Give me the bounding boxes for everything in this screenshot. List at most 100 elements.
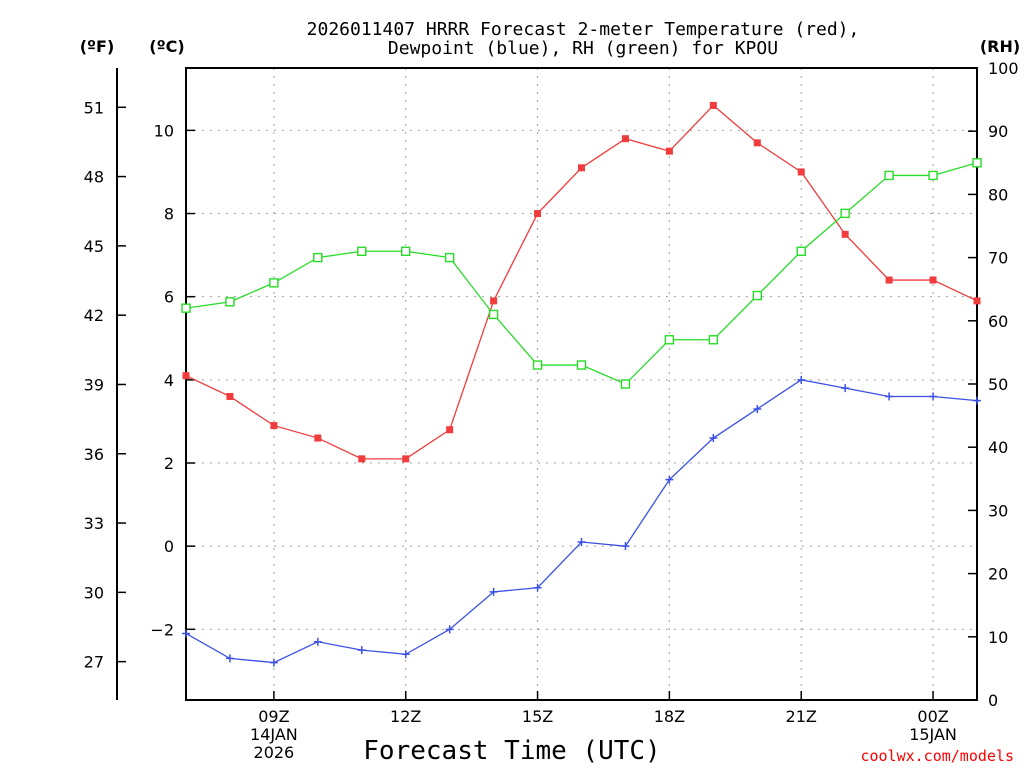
data-point xyxy=(490,297,498,305)
data-point xyxy=(972,158,982,168)
data-point xyxy=(488,309,499,320)
data-point xyxy=(753,404,762,413)
data-point xyxy=(797,375,806,384)
data-point xyxy=(357,246,367,256)
data-point xyxy=(402,455,410,463)
data-point xyxy=(664,335,675,345)
rh-tick-label: 90 xyxy=(988,122,1008,141)
celsius-tick-label: 2 xyxy=(164,454,174,473)
series-relative-humidity xyxy=(181,158,982,389)
data-point xyxy=(489,587,498,596)
data-point xyxy=(708,335,719,345)
chart-title-line-1: 2026011407 HRRR Forecast 2-meter Tempera… xyxy=(307,19,860,40)
data-point xyxy=(576,360,587,370)
data-point xyxy=(270,422,278,430)
data-point xyxy=(534,210,542,218)
fahrenheit-tick-label: 39 xyxy=(84,375,104,394)
data-point xyxy=(182,629,190,638)
data-point xyxy=(841,384,850,393)
rh-tick-label: 20 xyxy=(988,565,1008,584)
data-point xyxy=(621,135,629,143)
celsius-unit-label: (ºC) xyxy=(149,37,184,56)
data-point xyxy=(446,426,454,434)
data-point xyxy=(752,290,762,301)
data-point xyxy=(620,379,631,389)
rh-tick-label: 60 xyxy=(988,312,1008,331)
grid-lines xyxy=(186,68,977,700)
fahrenheit-tick-label: 51 xyxy=(84,98,104,117)
data-point xyxy=(840,208,850,219)
fahrenheit-tick-label: 45 xyxy=(84,237,104,256)
rh-tick-label: 30 xyxy=(988,501,1008,520)
series-line xyxy=(185,104,978,460)
x-tick-label: 21Z xyxy=(786,707,817,726)
rh-tick-label: 100 xyxy=(988,59,1019,78)
data-point xyxy=(841,230,849,238)
chart-title: 2026011407 HRRR Forecast 2-meter Tempera… xyxy=(307,19,860,59)
rh-tick-label: 70 xyxy=(988,249,1008,268)
data-point xyxy=(578,164,585,172)
data-point xyxy=(181,303,191,313)
data-point xyxy=(444,252,455,263)
data-point xyxy=(313,252,323,263)
series-line xyxy=(185,162,978,385)
celsius-tick-label: 6 xyxy=(164,288,174,307)
data-point xyxy=(796,246,806,256)
data-point xyxy=(225,654,234,663)
data-point xyxy=(358,455,366,463)
x-tick-label: 14JAN xyxy=(250,725,298,744)
rh-tick-label: 80 xyxy=(988,185,1008,204)
rh-tick-label: 40 xyxy=(988,438,1008,457)
data-point xyxy=(621,542,630,551)
celsius-tick-label: −2 xyxy=(150,620,174,639)
rh-tick-label: 0 xyxy=(988,691,998,710)
x-tick-label: 18Z xyxy=(654,707,685,726)
data-point xyxy=(269,278,279,288)
data-point xyxy=(665,147,673,155)
fahrenheit-tick-label: 33 xyxy=(84,514,104,533)
celsius-tick-label: 10 xyxy=(154,121,174,140)
x-tick-label: 15JAN xyxy=(909,725,957,744)
series-dewpoint xyxy=(182,375,981,667)
rh-tick-label: 10 xyxy=(988,628,1008,647)
data-point xyxy=(973,396,981,405)
data-point xyxy=(577,538,586,546)
data-point xyxy=(753,139,761,147)
data-point xyxy=(445,625,454,634)
data-point xyxy=(709,434,718,443)
fahrenheit-tick-label: 27 xyxy=(84,653,104,672)
rh-tick-label: 50 xyxy=(988,375,1008,394)
data-point xyxy=(226,392,234,400)
x-tick-label: 2026 xyxy=(254,743,295,762)
data-point xyxy=(973,297,981,305)
credit-text: coolwx.com/models xyxy=(860,747,1014,765)
tick-labels: 273033363942454851−202468100102030405060… xyxy=(84,59,1019,762)
data-point xyxy=(269,658,278,667)
data-point xyxy=(314,434,322,442)
data-series xyxy=(181,101,982,667)
celsius-tick-label: 8 xyxy=(164,205,174,224)
fahrenheit-tick-label: 36 xyxy=(84,445,104,464)
x-tick-label: 15Z xyxy=(522,707,553,726)
celsius-tick-label: 0 xyxy=(164,537,174,556)
data-point xyxy=(885,392,894,401)
data-point xyxy=(225,297,235,307)
data-point xyxy=(665,475,674,484)
fahrenheit-tick-label: 48 xyxy=(84,168,104,187)
rh-unit-label: (RH) xyxy=(980,37,1020,56)
x-axis-label: Forecast Time (UTC) xyxy=(363,736,660,766)
data-point xyxy=(709,101,717,109)
series-temperature xyxy=(182,101,981,463)
fahrenheit-unit-label: (ºF) xyxy=(80,37,115,56)
data-point xyxy=(797,168,805,176)
data-point xyxy=(401,650,410,659)
data-point xyxy=(929,392,938,401)
chart-title-line-2: Dewpoint (blue), RH (green) for KPOU xyxy=(388,38,778,59)
data-point xyxy=(929,276,937,284)
data-point xyxy=(357,646,366,655)
data-point xyxy=(401,246,411,256)
celsius-tick-label: 4 xyxy=(164,371,174,390)
data-point xyxy=(533,583,542,592)
fahrenheit-tick-label: 42 xyxy=(84,306,104,325)
